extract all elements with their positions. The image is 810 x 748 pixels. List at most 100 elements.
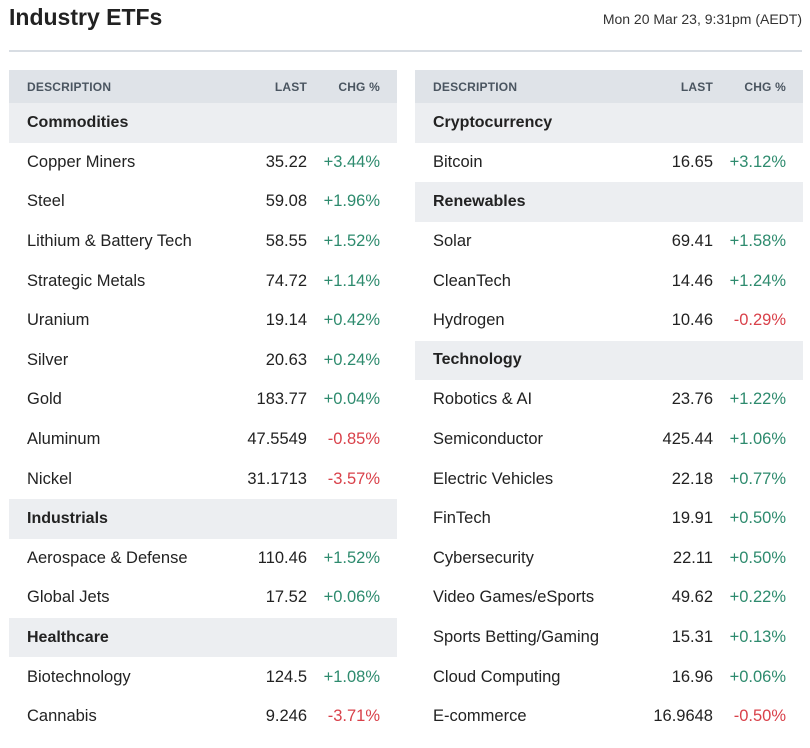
- table-row[interactable]: Cannabis 9.246 -3.71%: [9, 696, 397, 737]
- column-header-description[interactable]: DESCRIPTION: [9, 70, 197, 103]
- page-header: Industry ETFs Mon 20 Mar 23, 9:31pm (AED…: [9, 0, 802, 52]
- table-row[interactable]: Silver 20.63 +0.24%: [9, 341, 397, 381]
- etf-description[interactable]: E-commerce: [415, 696, 603, 737]
- etf-last-price: 58.55: [197, 221, 307, 262]
- etf-last-price: 9.246: [197, 696, 307, 737]
- etf-last-price: 110.46: [197, 538, 307, 579]
- etf-description[interactable]: CleanTech: [433, 271, 511, 290]
- etf-description[interactable]: Bitcoin: [415, 142, 603, 183]
- etf-change-percent: +0.50%: [729, 509, 786, 528]
- etf-change-percent: +0.06%: [729, 667, 786, 686]
- etf-description[interactable]: Lithium & Battery Tech: [9, 221, 197, 262]
- etf-last-price: 16.65: [603, 142, 713, 183]
- category-label: Renewables: [415, 182, 803, 222]
- etf-change-percent: +1.06%: [729, 430, 786, 449]
- category-label: Cryptocurrency: [415, 103, 803, 143]
- etf-description[interactable]: Steel: [27, 192, 65, 211]
- etf-last-price: 23.76: [603, 380, 713, 420]
- etf-description[interactable]: Strategic Metals: [27, 271, 146, 290]
- etf-description[interactable]: Cloud Computing: [433, 667, 561, 686]
- etf-last-price: 31.1713: [197, 459, 307, 499]
- table-row[interactable]: Sports Betting/Gaming 15.31 +0.13%: [415, 617, 803, 658]
- etf-change-percent: +0.77%: [713, 459, 803, 499]
- etf-description[interactable]: Semiconductor: [433, 430, 544, 449]
- table-row[interactable]: Semiconductor 425.44 +1.06%: [415, 420, 803, 460]
- table-row[interactable]: Bitcoin 16.65 +3.12%: [415, 142, 803, 183]
- etf-last-price: 14.46: [671, 271, 713, 290]
- etf-change-percent: -0.50%: [713, 696, 803, 737]
- etf-description[interactable]: Copper Miners: [9, 142, 197, 183]
- table-row[interactable]: Solar 69.41 +1.58%: [415, 221, 803, 262]
- table-row[interactable]: FinTech 19.91 +0.50%: [415, 499, 803, 539]
- etf-change-percent: +1.22%: [713, 380, 803, 420]
- table-row[interactable]: Cloud Computing 16.96 +0.06%: [415, 657, 803, 697]
- etf-description[interactable]: Silver: [27, 350, 69, 369]
- etf-change-percent: +1.14%: [323, 271, 380, 290]
- table-row[interactable]: Hydrogen 10.46 -0.29%: [415, 300, 803, 341]
- etf-description[interactable]: Hydrogen: [415, 300, 603, 341]
- etf-description[interactable]: FinTech: [433, 509, 491, 528]
- table-row[interactable]: CleanTech 14.46 +1.24%: [415, 261, 803, 301]
- etf-change-percent: +1.52%: [307, 221, 397, 262]
- etf-last-price: 20.63: [265, 350, 307, 369]
- table-row[interactable]: Steel 59.08 +1.96%: [9, 182, 397, 222]
- category-row: Industrials: [9, 498, 397, 539]
- table-row[interactable]: Uranium 19.14 +0.42%: [9, 300, 397, 341]
- etf-description[interactable]: Cybersecurity: [415, 538, 603, 579]
- etf-change-percent: +0.04%: [307, 380, 397, 420]
- table-row[interactable]: Aluminum 47.5549 -0.85%: [9, 420, 397, 460]
- table-header-row: DESCRIPTION LAST CHG %: [9, 70, 397, 103]
- timestamp: Mon 20 Mar 23, 9:31pm (AEDT): [602, 11, 802, 27]
- category-label: Technology: [415, 340, 803, 381]
- etf-description[interactable]: Aerospace & Defense: [9, 538, 197, 579]
- etf-change-percent: +0.24%: [323, 350, 380, 369]
- table-row[interactable]: Lithium & Battery Tech 58.55 +1.52%: [9, 221, 397, 262]
- category-row: Technology: [415, 340, 803, 381]
- column-header-last[interactable]: LAST: [197, 70, 307, 103]
- page-title: Industry ETFs: [9, 4, 163, 30]
- etf-description[interactable]: Robotics & AI: [415, 380, 603, 420]
- etf-change-percent: -3.71%: [307, 696, 397, 737]
- etf-last-price: 35.22: [197, 142, 307, 183]
- etf-description[interactable]: Video Games/eSports: [433, 588, 595, 607]
- table-row[interactable]: Global Jets 17.52 +0.06%: [9, 578, 397, 618]
- category-row: Healthcare: [9, 617, 397, 658]
- etf-description[interactable]: Gold: [9, 380, 197, 420]
- column-header-description[interactable]: DESCRIPTION: [415, 70, 603, 103]
- table-row[interactable]: Electric Vehicles 22.18 +0.77%: [415, 459, 803, 499]
- etf-description[interactable]: Cannabis: [9, 696, 197, 737]
- etf-change-percent: +1.24%: [729, 271, 786, 290]
- table-row[interactable]: Cybersecurity 22.11 +0.50%: [415, 538, 803, 579]
- table-row[interactable]: Nickel 31.1713 -3.57%: [9, 459, 397, 499]
- table-row[interactable]: Strategic Metals 74.72 +1.14%: [9, 261, 397, 301]
- etf-change-percent: +0.50%: [713, 538, 803, 579]
- etf-description[interactable]: Uranium: [9, 300, 197, 341]
- column-header-last[interactable]: LAST: [603, 70, 713, 103]
- table-row[interactable]: Copper Miners 35.22 +3.44%: [9, 142, 397, 183]
- etf-description[interactable]: Nickel: [9, 459, 197, 499]
- etf-change-percent: +0.42%: [307, 300, 397, 341]
- etf-description[interactable]: Sports Betting/Gaming: [415, 617, 603, 658]
- etf-description[interactable]: Aluminum: [27, 430, 101, 449]
- etf-description[interactable]: Biotechnology: [27, 667, 131, 686]
- etf-last-price: 16.9648: [603, 696, 713, 737]
- etf-change-percent: +0.13%: [713, 617, 803, 658]
- table-row[interactable]: Biotechnology 124.5 +1.08%: [9, 657, 397, 697]
- etf-description[interactable]: Solar: [415, 221, 603, 262]
- column-header-change[interactable]: CHG %: [307, 70, 397, 103]
- etf-change-percent: +1.96%: [323, 192, 380, 211]
- table-row[interactable]: E-commerce 16.9648 -0.50%: [415, 696, 803, 737]
- category-label: Healthcare: [9, 617, 397, 658]
- table-row[interactable]: Aerospace & Defense 110.46 +1.52%: [9, 538, 397, 579]
- table-row[interactable]: Video Games/eSports 49.62 +0.22%: [415, 578, 803, 618]
- etf-description[interactable]: Electric Vehicles: [415, 459, 603, 499]
- column-header-change[interactable]: CHG %: [713, 70, 803, 103]
- etf-last-price: 10.46: [603, 300, 713, 341]
- table-row[interactable]: Gold 183.77 +0.04%: [9, 380, 397, 420]
- etf-last-price: 17.52: [265, 588, 307, 607]
- category-label: Industrials: [9, 498, 397, 539]
- category-row: Commodities: [9, 103, 397, 143]
- etf-description[interactable]: Global Jets: [27, 588, 110, 607]
- etf-last-price: 19.91: [671, 509, 713, 528]
- table-row[interactable]: Robotics & AI 23.76 +1.22%: [415, 380, 803, 420]
